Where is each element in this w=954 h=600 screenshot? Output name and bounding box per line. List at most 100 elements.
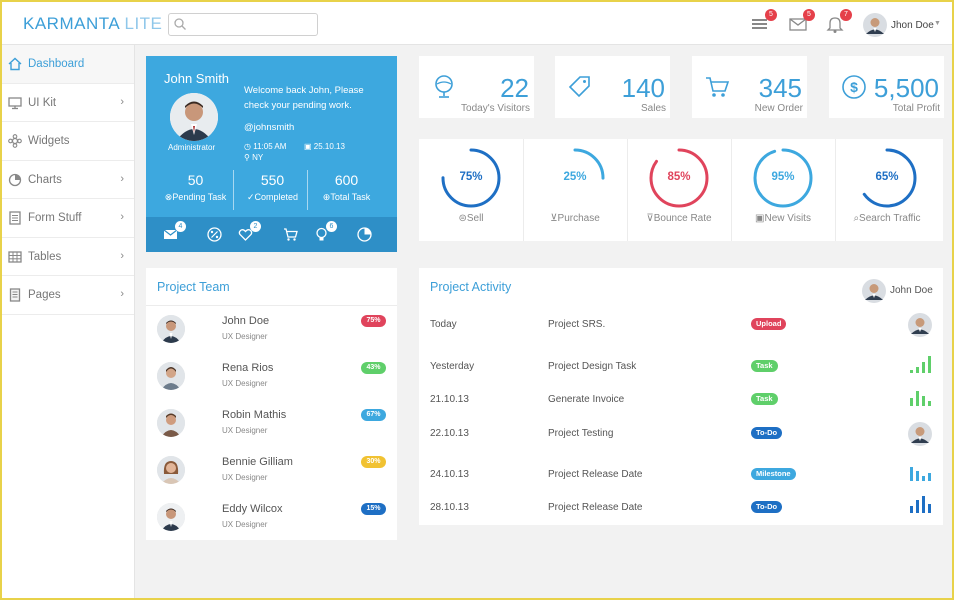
activity-tag: Task [751, 360, 778, 372]
activity-tag: Task [751, 393, 778, 405]
gauge-percent: 65% [875, 171, 899, 183]
activity-row[interactable]: 22.10.13 Project Testing To-Do [419, 422, 943, 448]
sidebar-item-form-stuff[interactable]: Form Stuff › [2, 199, 134, 238]
activity-date: Today [430, 319, 457, 330]
panel-title: Project Team [157, 280, 230, 294]
profile-action-bar: 4 2 6 [146, 217, 397, 252]
clock-icon: ⊗ [164, 192, 173, 202]
chevron-down-icon: ▼ [934, 20, 941, 27]
notification-badge: 7 [840, 9, 852, 21]
profile-badge: 4 [175, 221, 186, 232]
activity-row[interactable]: Today Project SRS. Upload [419, 313, 943, 339]
clock-icon: ◷ [244, 142, 251, 151]
activity-task: Project Testing [548, 428, 614, 439]
activity-row[interactable]: Yesterday Project Design Task Task [419, 356, 943, 381]
project-team-panel: Project Team John Doe UX Designer 75% Re… [146, 268, 397, 540]
profile-ideas-button[interactable]: 6 [314, 221, 337, 242]
search-box [168, 13, 318, 36]
profile-stats-button[interactable] [357, 227, 372, 242]
profile-cart-button[interactable] [283, 227, 298, 242]
tasks-notification-button[interactable]: 5 [750, 9, 777, 34]
team-member-row[interactable]: John Doe UX Designer 75% [146, 315, 397, 359]
activity-user[interactable]: John Doe [862, 279, 933, 308]
team-member-row[interactable]: Bennie Gilliam UX Designer 30% [146, 456, 397, 500]
bulb-icon [316, 227, 327, 241]
stat-box-orders[interactable]: 345 New Order [692, 56, 807, 118]
sidebar-item-pages[interactable]: Pages › [2, 276, 134, 315]
activity-date: 24.10.13 [430, 469, 469, 480]
activity-row[interactable]: 21.10.13 Generate Invoice Task [419, 391, 943, 414]
gauge-percent: 25% [563, 171, 587, 183]
gauge-panel: 75% ⊜Sell 25% ⊻Purchase 85% ⊽Bounce Rate… [419, 139, 943, 241]
profile-handle[interactable]: @johnsmith [244, 122, 295, 133]
gauge-new-visits[interactable]: 95% ▣New Visits [731, 139, 835, 241]
gauge-percent: 95% [771, 171, 795, 183]
activity-tag: Milestone [751, 468, 796, 480]
activity-date: 22.10.13 [430, 428, 469, 439]
gauge-divider [731, 139, 732, 241]
sidebar-item-label: UI Kit [28, 96, 57, 109]
stat-box-sales[interactable]: 140 Sales [555, 56, 670, 118]
notification-badge: 5 [765, 9, 777, 21]
table-icon [8, 250, 22, 263]
svg-text:$: $ [850, 79, 858, 95]
sidebar-item-ui-kit[interactable]: UI Kit › [2, 84, 134, 122]
profile-avatar [170, 93, 218, 141]
stat-completed[interactable]: 550 ✓Completed [231, 172, 314, 208]
member-role: UX Designer [222, 426, 268, 435]
gauge-sell[interactable]: 75% ⊜Sell [419, 139, 523, 241]
home-icon [8, 57, 22, 71]
profile-likes-button[interactable]: 2 [238, 221, 261, 242]
profile-role: Administrator [168, 143, 216, 152]
sidebar-item-widgets[interactable]: Widgets [2, 122, 134, 161]
profile-badge: 2 [250, 221, 261, 232]
user-avatar [862, 279, 886, 303]
chevron-right-icon: › [120, 249, 124, 262]
activity-task: Project SRS. [548, 319, 606, 330]
stat-box-visitors[interactable]: 22 Today's Visitors [419, 56, 534, 118]
mail-notification-button[interactable]: 5 [788, 9, 815, 34]
sell-icon: ⊜ [458, 213, 467, 224]
stat-box-profit[interactable]: $ 5,500 Total Profit [829, 56, 944, 118]
stat-label: ⊕Total Task [322, 192, 371, 202]
sidebar: Dashboard UI Kit › Widgets Charts › Form… [2, 45, 135, 598]
bar-chart-icon [908, 461, 932, 486]
profile-mail-button[interactable]: 4 [163, 221, 186, 242]
bar-chart-icon [908, 493, 932, 518]
chevron-right-icon: › [120, 95, 124, 108]
bell-notification-button[interactable]: 7 [825, 9, 852, 34]
profile-percent-button[interactable] [207, 227, 222, 242]
monitor-icon [8, 96, 22, 109]
cart-icon [284, 228, 298, 241]
team-member-row[interactable]: Robin Mathis UX Designer 67% [146, 409, 397, 453]
activity-task: Project Release Date [548, 469, 643, 480]
sidebar-item-dashboard[interactable]: Dashboard [2, 45, 134, 84]
gauge-search-traffic[interactable]: 65% ⌕Search Traffic [835, 139, 939, 241]
stat-total-task[interactable]: 600 ⊕Total Task [305, 172, 388, 208]
gauge-ring [545, 148, 605, 208]
sidebar-item-tables[interactable]: Tables › [2, 238, 134, 276]
welcome-message: Welcome back John, Please check your pen… [244, 85, 364, 111]
stat-box-label: Sales [640, 103, 666, 114]
gauge-divider [627, 139, 628, 241]
activity-row[interactable]: 24.10.13 Project Release Date Milestone [419, 467, 943, 489]
person-photo-icon [170, 93, 218, 141]
member-name: John Doe [222, 315, 270, 327]
gauge-bounce-rate[interactable]: 85% ⊽Bounce Rate [627, 139, 731, 241]
app-logo[interactable]: KARMANTA LITE [23, 14, 162, 34]
profile-location-value: NY [252, 153, 264, 162]
member-avatar [157, 362, 185, 390]
gauge-purchase[interactable]: 25% ⊻Purchase [523, 139, 627, 241]
search-input[interactable] [189, 16, 313, 33]
sidebar-item-charts[interactable]: Charts › [2, 161, 134, 199]
activity-row[interactable]: 28.10.13 Project Release Date To-Do [419, 496, 943, 522]
gauge-label: ⊽Bounce Rate [646, 213, 712, 224]
stat-value: 600 [334, 172, 359, 188]
team-member-row[interactable]: Rena Rios UX Designer 43% [146, 362, 397, 406]
profile-time-value: 11:05 AM [253, 142, 287, 151]
profile-badge: 6 [326, 221, 337, 232]
tag-icon [568, 76, 590, 98]
team-member-row[interactable]: Eddy Wilcox UX Designer 15% [146, 503, 397, 547]
stat-pending-task[interactable]: 50 ⊗Pending Task [154, 172, 237, 208]
activity-user-name: John Doe [890, 285, 933, 296]
